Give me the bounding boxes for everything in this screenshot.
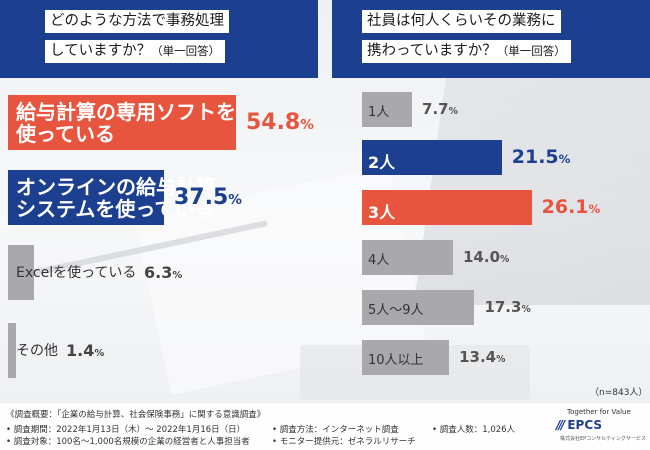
right-bar-4 xyxy=(362,240,453,275)
left-question-line1: どのような方法で事務処理 xyxy=(45,10,229,33)
right-bar-value-1-number: 7.7 xyxy=(422,100,449,118)
left-question-text2: していますか？ xyxy=(50,43,152,59)
right-bar-label-6: 10人以上 xyxy=(368,353,424,368)
left-bar-value-1-number: 54.8 xyxy=(245,109,301,135)
right-bar-value-4: 14.0% xyxy=(463,248,509,266)
left-bar-label-4-1: その他 xyxy=(16,342,58,359)
right-question-line2: 携わっていますか？（単一回答） xyxy=(362,40,571,63)
right-question-text1: 社員は何人くらいその業務に xyxy=(367,13,556,29)
left-bar-value-3-number: 6.3 xyxy=(144,262,173,282)
right-bar-label-4: 4人 xyxy=(368,253,390,268)
right-bar-value-5-unit: % xyxy=(521,304,531,315)
left-bar-label-1-2: 使っている xyxy=(16,121,115,146)
right-bar-label-2: 2人 xyxy=(368,153,396,172)
logo-subtitle: 株式会社EPコンサルティングサービス xyxy=(560,436,646,442)
right-bar-value-3-number: 26.1 xyxy=(541,196,589,218)
logo-tagline: Together for Value xyxy=(567,408,631,416)
right-bar-value-6: 13.4% xyxy=(459,348,505,366)
right-question-line1: 社員は何人くらいその業務に xyxy=(362,10,561,33)
company-logo: /// EPCS xyxy=(556,418,602,432)
right-bar-value-2: 21.5% xyxy=(512,146,571,168)
right-bar-label-5: 5人～9人 xyxy=(368,303,424,318)
footer-monitor: • モニター提供元：ゼネラルリサーチ xyxy=(272,437,416,447)
right-bar-value-3: 26.1% xyxy=(542,196,601,218)
left-bar-value-1-unit: % xyxy=(300,116,314,133)
right-bar-2 xyxy=(362,140,502,175)
left-bar-label-3-1: Excelを使っている xyxy=(16,264,137,281)
left-bar-value-4-unit: % xyxy=(94,347,105,359)
right-bar-value-6-unit: % xyxy=(496,354,506,365)
footer-target: • 調査対象：100名～1,000名規模の企業の経営者と人事担当者 xyxy=(6,437,250,447)
left-bar-2 xyxy=(8,170,164,225)
right-bar-1 xyxy=(362,92,413,127)
left-bar-value-2: 37.5% xyxy=(174,185,242,210)
right-bar-value-1-unit: % xyxy=(448,106,458,117)
right-question-note: （単一回答） xyxy=(496,44,566,58)
footer-title: 《調査概要：「企業の給与計算、社会保険事務」に関する意識調査》 xyxy=(6,410,266,420)
right-bar-value-5-number: 17.3 xyxy=(484,298,522,316)
logo-name: EPCS xyxy=(567,418,603,432)
right-bar-3 xyxy=(362,190,532,225)
right-bar-value-2-number: 21.5 xyxy=(511,146,559,168)
left-bar-label-2-1: オンラインの給与計算 xyxy=(16,174,216,199)
logo-mark-icon: /// xyxy=(556,418,565,432)
right-bar-value-1: 7.7% xyxy=(422,100,458,118)
survey-footer xyxy=(0,403,650,450)
right-bar-value-4-number: 14.0 xyxy=(463,248,501,266)
right-bar-label-1: 1人 xyxy=(368,105,390,120)
right-bar-value-4-unit: % xyxy=(500,254,510,265)
left-bar-value-3-unit: % xyxy=(172,269,183,281)
right-bar-value-5: 17.3% xyxy=(484,298,530,316)
left-bar-value-4-number: 1.4 xyxy=(66,340,95,360)
left-bar-label-2-2: システムを使っている xyxy=(16,196,215,221)
right-bar-label-3: 3人 xyxy=(368,203,396,222)
left-bar-4 xyxy=(8,323,16,378)
left-bar-value-1: 54.8% xyxy=(246,110,314,135)
right-bar-value-2-unit: % xyxy=(558,152,571,166)
left-bar-value-3: 6.3% xyxy=(144,263,182,282)
right-bar-5 xyxy=(362,290,475,325)
left-bar-3 xyxy=(8,245,35,300)
right-bar-6 xyxy=(362,340,450,375)
right-question-text2: 携わっていますか？ xyxy=(367,43,497,59)
right-bar-value-3-unit: % xyxy=(588,202,601,216)
footer-method: • 調査方法：インターネット調査 xyxy=(272,425,399,435)
right-bar-value-6-number: 13.4 xyxy=(459,348,497,366)
left-bar-label-1-1: 給与計算の専用ソフトを xyxy=(16,99,236,124)
footer-period: • 調査期間：2022年1月13日（木）～ 2022年1月16日（日） xyxy=(6,425,246,435)
sample-size-note: （n=843人） xyxy=(590,388,648,398)
footer-people: • 調査人数：1,026人 xyxy=(432,425,516,435)
left-question-note: （単一回答） xyxy=(151,44,221,58)
left-bar-value-4: 1.4% xyxy=(66,341,104,360)
left-question-text1: どのような方法で事務処理 xyxy=(50,13,224,29)
left-bar-value-2-number: 37.5 xyxy=(174,184,229,210)
left-bar-1 xyxy=(8,95,236,150)
left-question-line2: していますか？（単一回答） xyxy=(45,40,226,63)
left-bar-value-2-unit: % xyxy=(228,191,242,208)
